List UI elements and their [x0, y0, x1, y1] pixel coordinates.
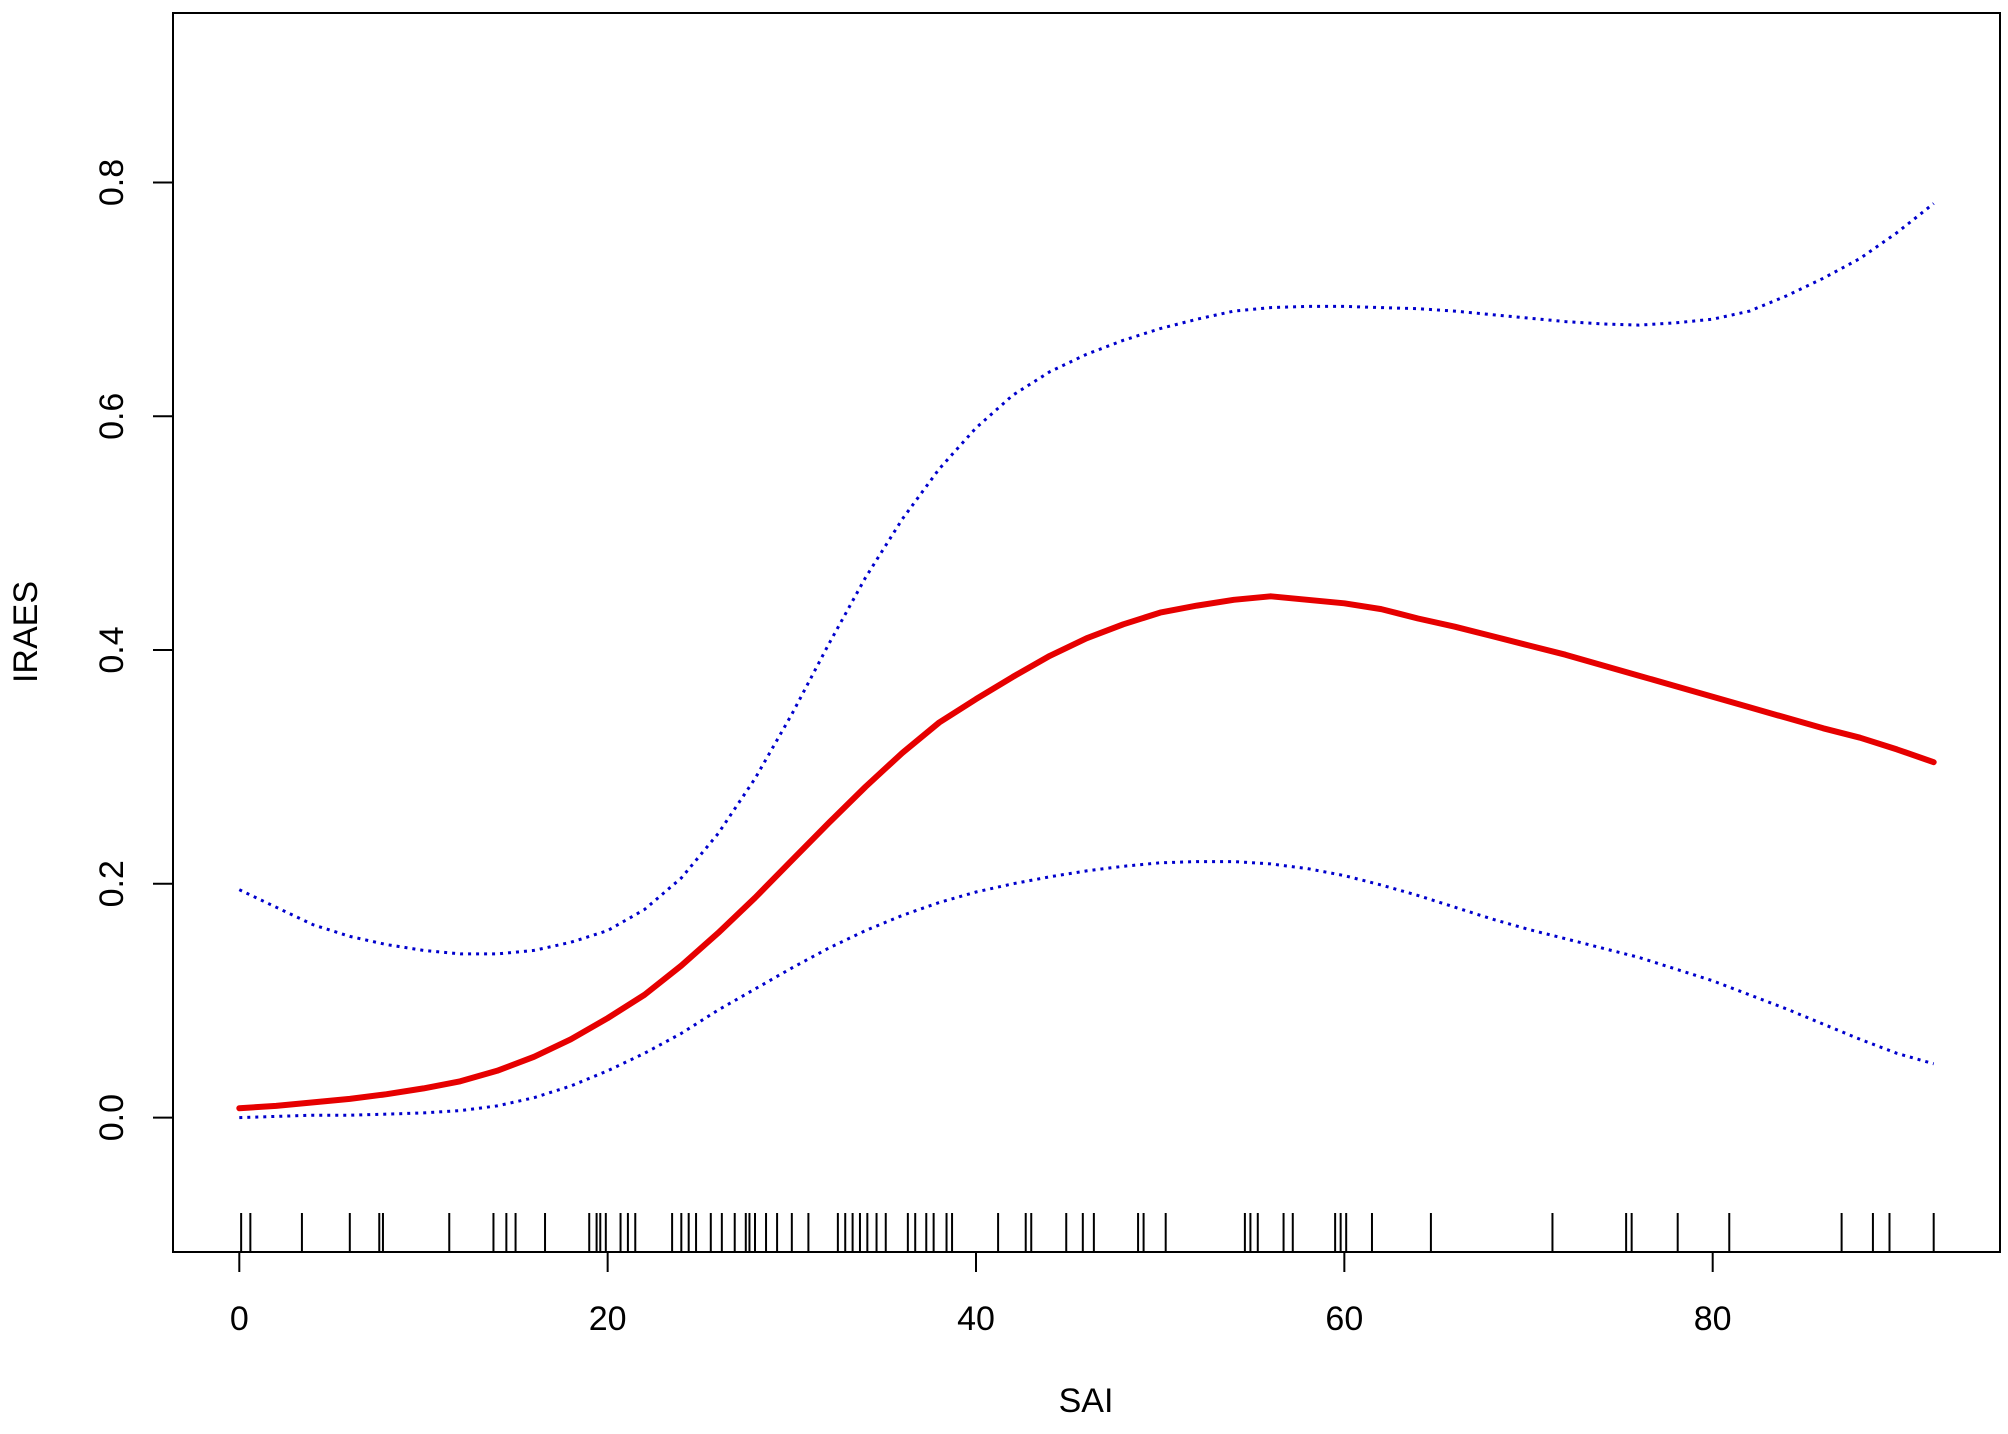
fit-curves [236, 202, 1937, 1120]
x-tick-label: 0 [230, 1300, 249, 1338]
series-lower-ci [239, 860, 1935, 1120]
y-tick-label: 0.8 [93, 159, 131, 206]
x-axis-title: SAI [1059, 1382, 1114, 1420]
x-axis: 0 20 40 60 80 [230, 1251, 1732, 1338]
y-tick-label: 0.6 [93, 393, 131, 440]
plot-frame [172, 12, 2001, 1253]
rug-marks [240, 1213, 1935, 1252]
y-axis: 0.0 0.2 0.4 0.6 0.8 [93, 159, 174, 1141]
x-tick-label: 60 [1325, 1300, 1363, 1338]
series-fit [236, 593, 1937, 1112]
x-tick-label: 40 [957, 1300, 995, 1338]
series-upper-ci [238, 202, 1935, 956]
x-tick-label: 20 [589, 1300, 627, 1338]
y-tick-label: 0.4 [93, 626, 131, 673]
y-tick-label: 0.2 [93, 860, 131, 907]
x-tick-label: 80 [1694, 1300, 1732, 1338]
y-axis-title: IRAES [7, 581, 45, 683]
y-tick-label: 0.0 [93, 1094, 131, 1141]
